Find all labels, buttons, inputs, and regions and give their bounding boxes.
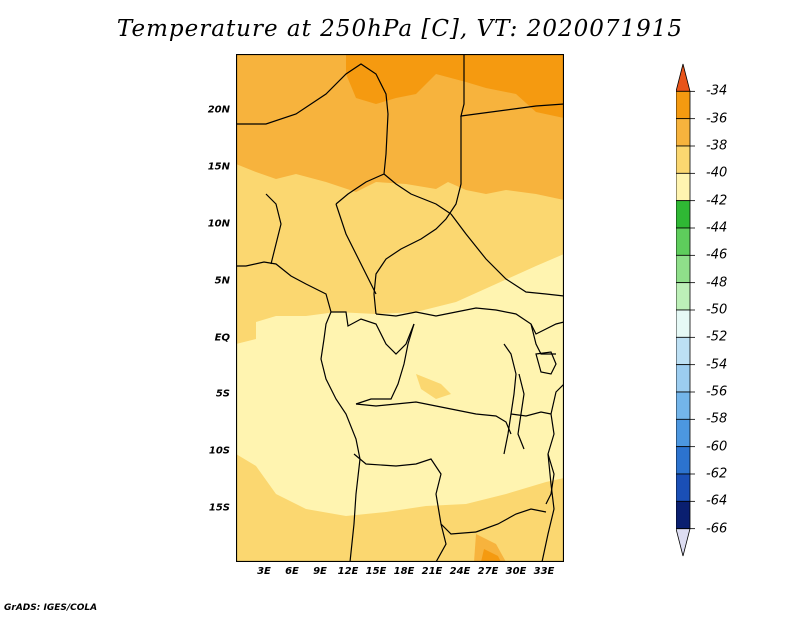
colorbar-box	[676, 227, 691, 256]
border-1	[236, 63, 389, 205]
border-6	[375, 307, 564, 335]
x-tick-label: 30E	[505, 566, 527, 577]
colorbar-box	[676, 446, 691, 475]
colorbar-label: -48	[706, 275, 728, 291]
y-tick-label: 5N	[214, 275, 230, 287]
border-3	[373, 116, 462, 315]
border-7	[265, 193, 282, 265]
colorbar-label: -62	[706, 466, 728, 482]
colorbar-label: -52	[706, 329, 728, 345]
colorbar-label: -42	[706, 193, 728, 209]
field-band-38-southeast	[474, 534, 506, 562]
x-tick-label: 33E	[533, 566, 555, 577]
colorbar-label: -44	[706, 220, 728, 236]
x-tick-label: 27E	[477, 566, 499, 577]
border-15	[503, 343, 517, 455]
field-band-40-south	[236, 454, 564, 562]
x-tick-label: 15E	[365, 566, 387, 577]
colorbar-label: -66	[706, 521, 728, 537]
colorbar-label: -60	[706, 439, 728, 455]
colorbar-box	[676, 282, 691, 311]
colorbar-label: -50	[706, 302, 728, 318]
colorbar-top-arrow	[676, 63, 691, 92]
x-tick-label: 6E	[285, 566, 299, 577]
colorbar-box	[676, 500, 691, 530]
lake-2	[535, 351, 557, 375]
x-tick-label: 24E	[449, 566, 471, 577]
colorbar-box	[676, 364, 691, 393]
y-tick-label: 15N	[207, 161, 230, 173]
colorbar-box	[676, 90, 691, 120]
y-tick-label: 15S	[208, 502, 230, 514]
colorbar-label: -40	[706, 165, 728, 181]
colorbar-label: -64	[706, 493, 728, 509]
x-tick-label: 21E	[421, 566, 443, 577]
x-tick-label: 9E	[313, 566, 327, 577]
colorbar-bottom-arrow	[676, 528, 691, 557]
colorbar-box	[676, 309, 691, 338]
colorbar-box	[676, 118, 691, 147]
field-band-36-north	[346, 54, 564, 118]
y-tick-label: EQ	[214, 332, 230, 344]
border-8	[335, 203, 377, 295]
colorbar-label: -38	[706, 138, 728, 154]
temperature-map	[236, 54, 564, 562]
field-band-36-south	[481, 549, 501, 562]
colorbar-box	[676, 172, 691, 202]
y-tick-label: 20N	[207, 104, 230, 116]
border-14	[475, 508, 547, 533]
colorbar	[676, 63, 695, 557]
colorbar-label: -36	[706, 111, 728, 127]
chart-title: Temperature at 250hPa [C], VT: 202007191…	[116, 16, 684, 42]
field-band-38-north	[236, 54, 564, 200]
lake-1	[517, 373, 525, 450]
lake-3	[545, 453, 555, 505]
x-tick-label: 18E	[393, 566, 415, 577]
colorbar-label: -58	[706, 411, 728, 427]
border-9	[331, 311, 415, 355]
map-frame	[236, 54, 564, 562]
colorbar-box	[676, 391, 691, 420]
credit-text: GrADS: IGES/COLA	[4, 603, 98, 613]
y-tick-label: 5S	[215, 388, 230, 400]
border-10	[355, 401, 512, 435]
border-4	[383, 173, 452, 215]
colorbar-box	[676, 473, 691, 502]
colorbar-box	[676, 336, 691, 366]
colorbar-label: -56	[706, 384, 728, 400]
colorbar-box	[676, 200, 691, 229]
x-tick-label: 3E	[257, 566, 271, 577]
border-12	[353, 453, 477, 535]
border-13	[435, 523, 447, 562]
border-17	[530, 323, 556, 355]
y-tick-label: 10N	[207, 218, 230, 230]
boundaries	[236, 54, 564, 562]
y-tick-label: 10S	[208, 445, 230, 457]
x-tick-label: 12E	[337, 566, 359, 577]
border-16	[510, 411, 552, 417]
colorbar-box	[676, 254, 691, 284]
border-11	[355, 323, 415, 405]
colorbar-label: -46	[706, 247, 728, 263]
colorbar-label: -54	[706, 357, 728, 373]
colorbar-box	[676, 145, 691, 174]
border-5	[450, 213, 564, 297]
colorbar-label: -34	[706, 83, 728, 99]
colorbar-box	[676, 418, 691, 448]
field-band-40-patch	[416, 374, 451, 399]
